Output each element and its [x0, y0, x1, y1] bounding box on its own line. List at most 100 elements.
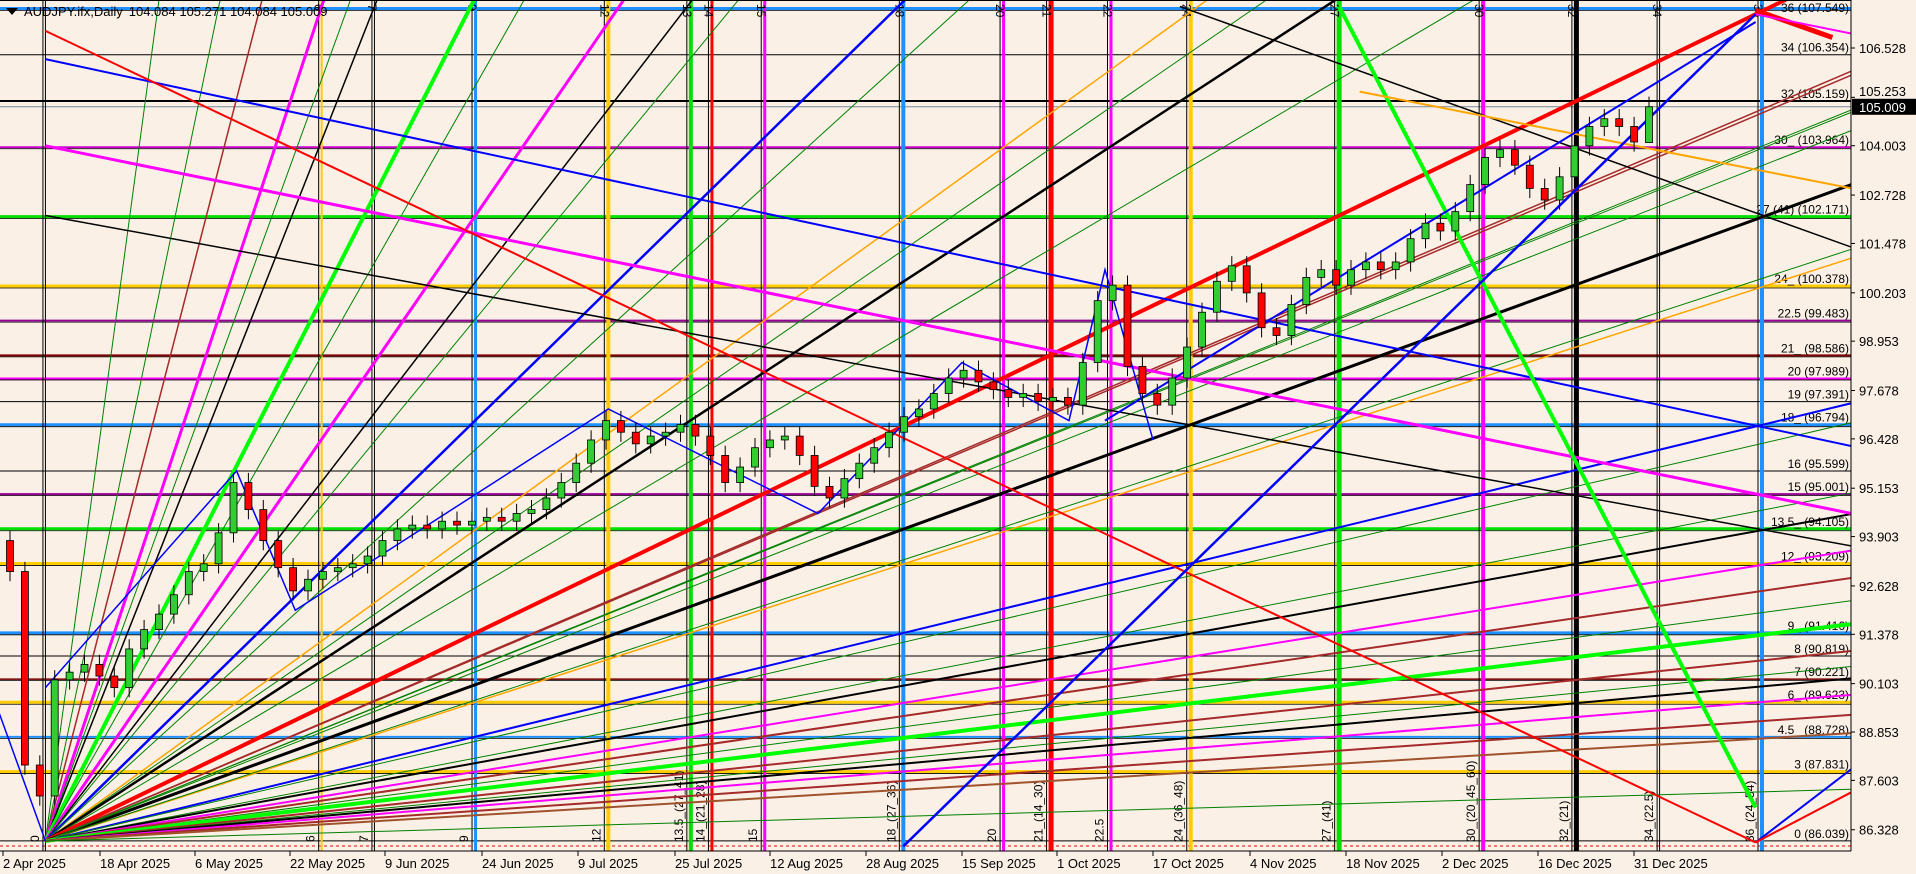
- trendline: [1754, 768, 1851, 844]
- candle: [1391, 252, 1400, 280]
- candle: [840, 468, 849, 508]
- date-tick-label: 4 Nov 2025: [1250, 856, 1317, 871]
- candle: [169, 585, 178, 624]
- fan-ray: [44, 0, 221, 842]
- bull-candle-body: [65, 671, 74, 681]
- candle: [1600, 109, 1609, 137]
- candle: [736, 457, 744, 493]
- fan-ray: [45, 422, 1851, 842]
- trendline: [45, 144, 1851, 515]
- bull-candle-body: [155, 613, 163, 630]
- fan-ray: [44, 0, 1790, 843]
- vertical-top-label: 12: [597, 4, 611, 18]
- fan-ray: [43, 0, 477, 842]
- bull-candle-body: [125, 648, 134, 689]
- vertical-top-label: 7: [365, 4, 379, 11]
- candle: [915, 399, 923, 427]
- bull-candle-body: [199, 563, 208, 572]
- vertical-bottom-label: 21_(14_30): [1032, 781, 1046, 842]
- date-tick-label: 31 Dec 2025: [1634, 856, 1708, 871]
- candle: [1257, 283, 1266, 338]
- date-tick-label: 22 May 2025: [290, 856, 365, 871]
- candle: [125, 639, 134, 698]
- candle: [1347, 259, 1355, 295]
- candle: [1064, 387, 1072, 415]
- bull-candle-body: [1347, 269, 1355, 286]
- bull-candle-body: [1093, 300, 1102, 363]
- fan-ray: [44, 0, 263, 842]
- fan-ray: [45, 109, 1851, 842]
- candle: [1525, 155, 1534, 199]
- candle: [1078, 352, 1087, 415]
- candle: [95, 654, 104, 686]
- candle: [482, 507, 491, 531]
- bull-candle-body: [900, 416, 908, 433]
- bull-candle-body: [736, 466, 744, 483]
- bull-candle-body: [527, 509, 536, 514]
- date-tick-label: 2 Apr 2025: [3, 856, 66, 871]
- price-tick-label: 92.628: [1859, 579, 1899, 594]
- candle: [184, 561, 193, 605]
- bull-candle-body: [1481, 157, 1489, 185]
- vertical-top-label: 6: [312, 4, 326, 11]
- candle: [900, 407, 908, 442]
- level-label: 30_ (103.964): [1774, 133, 1849, 147]
- bear-candle-body: [423, 524, 432, 530]
- fan-ray: [45, 70, 1851, 842]
- candle: [140, 619, 149, 659]
- bull-candle-body: [1555, 176, 1564, 201]
- bull-candle-body: [766, 439, 774, 449]
- bull-candle-body: [1466, 184, 1475, 213]
- vertical-bottom-label: 34_(22.5): [1642, 791, 1656, 842]
- vertical-bottom-label: 27_(41): [1320, 801, 1334, 842]
- fan-ray: [45, 650, 1851, 842]
- candle: [974, 360, 983, 392]
- candle: [1019, 383, 1028, 408]
- bull-candle-body: [959, 369, 968, 379]
- candle: [318, 561, 327, 589]
- fan-ray: [44, 0, 907, 842]
- fan-ray: [45, 0, 740, 842]
- zigzag-line: [44, 266, 1154, 689]
- level-label: 3 (87.831): [1794, 758, 1849, 772]
- vertical-bottom-label: 32_(21): [1557, 801, 1571, 842]
- candle: [438, 511, 447, 539]
- price-tick-label: 97.678: [1859, 383, 1899, 398]
- bear-candle-body: [1332, 269, 1340, 286]
- candle: [304, 569, 312, 601]
- candle: [80, 654, 89, 682]
- symbol-label: AUDJPY.ifx,Daily: [24, 4, 123, 19]
- candle: [348, 554, 357, 578]
- bull-candle-body: [1451, 211, 1460, 232]
- collapse-triangle-icon[interactable]: [6, 8, 18, 15]
- bear-candle-body: [617, 420, 625, 433]
- bear-candle-body: [810, 455, 819, 487]
- fan-ray: [44, 0, 351, 842]
- bull-candle-body: [915, 408, 923, 418]
- bull-candle-body: [944, 377, 953, 394]
- candle: [1123, 275, 1132, 377]
- vertical-bottom-label: 0: [28, 835, 42, 842]
- bear-candle-body: [691, 424, 700, 437]
- bull-candle-body: [1645, 106, 1653, 143]
- bull-candle-body: [885, 431, 893, 449]
- bear-candle-body: [825, 485, 834, 499]
- bull-candle-body: [1496, 149, 1504, 158]
- bear-candle-body: [453, 520, 461, 526]
- vertical-bottom-label: 12: [589, 828, 603, 842]
- bid-price-box: [1852, 98, 1916, 115]
- vertical-bottom-label: 15: [746, 828, 760, 842]
- bear-candle-body: [497, 516, 506, 522]
- bear-candle-body: [289, 567, 298, 592]
- bull-candle-body: [1391, 261, 1400, 271]
- bull-candle-body: [1183, 346, 1191, 379]
- bull-candle-body: [870, 447, 879, 464]
- bull-candle-body: [1213, 280, 1221, 313]
- fan-ray: [44, 0, 626, 842]
- bear-candle-body: [110, 675, 119, 689]
- candle: [780, 426, 789, 450]
- bear-candle-body: [1436, 222, 1445, 232]
- bull-candle-body: [1168, 377, 1177, 406]
- candle: [795, 426, 804, 466]
